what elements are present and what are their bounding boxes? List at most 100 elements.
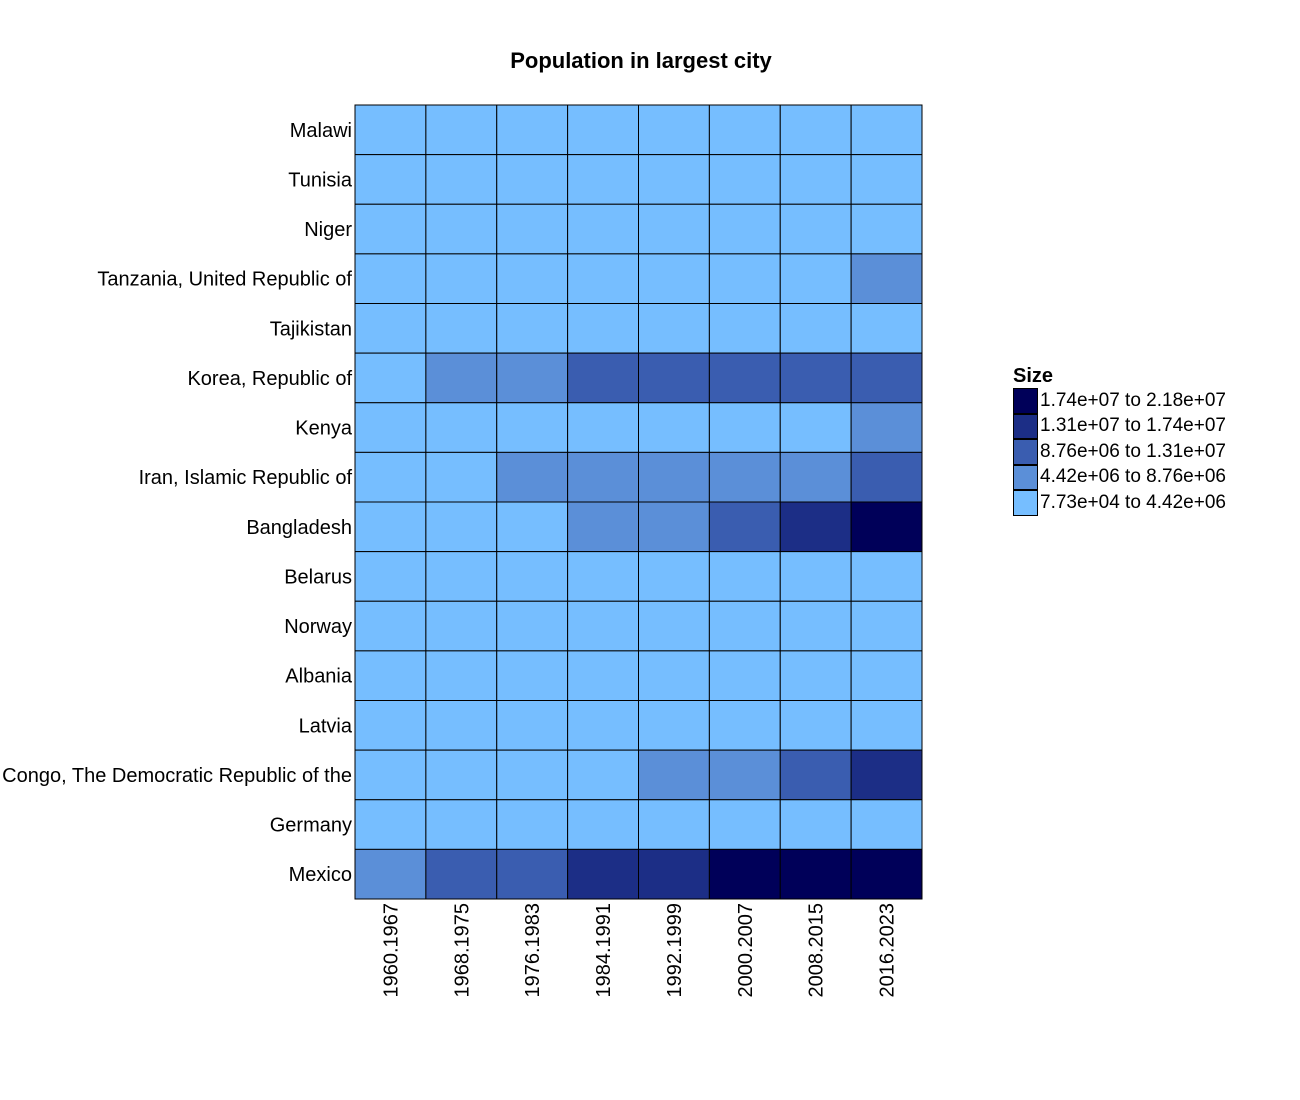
heatmap-cell: [708, 352, 781, 404]
heatmap-cell: [425, 104, 498, 156]
heatmap-cell: [779, 154, 852, 205]
heatmap-cell: [638, 848, 710, 900]
heatmap-cell: [779, 253, 852, 304]
heatmap-cell: [354, 451, 427, 503]
heatmap-cell: [496, 253, 569, 304]
heatmap-cells: [354, 104, 923, 900]
heatmap-cell: [779, 650, 852, 701]
heatmap-cell: [354, 253, 427, 304]
heatmap-cell: [708, 104, 781, 156]
heatmap-cell: [638, 303, 710, 354]
y-tick-label: Mexico: [289, 864, 352, 886]
legend-item: 7.73e+04 to 4.42e+06: [1013, 490, 1226, 516]
legend-label: 4.42e+06 to 8.76e+06: [1040, 466, 1226, 488]
heatmap-cell: [850, 551, 923, 602]
heatmap-cell: [425, 501, 498, 553]
heatmap-cell: [496, 154, 569, 205]
heatmap-cell: [567, 203, 639, 255]
heatmap-cell: [779, 700, 852, 751]
heatmap-cell: [567, 700, 639, 751]
heatmap-cell: [567, 551, 639, 602]
heatmap-cell: [496, 352, 569, 404]
heatmap-cell: [638, 154, 710, 205]
heatmap-cell: [708, 799, 781, 850]
legend-item: 4.42e+06 to 8.76e+06: [1013, 464, 1226, 490]
heatmap-cell: [496, 402, 569, 453]
heatmap-cell: [779, 104, 852, 156]
heatmap-cell: [708, 749, 781, 801]
heatmap-cell: [354, 303, 427, 354]
heatmap-cell: [567, 154, 639, 205]
y-tick-label: Norway: [284, 616, 352, 638]
x-tick-label: 1984.1991: [593, 903, 615, 998]
legend-label: 7.73e+04 to 4.42e+06: [1040, 491, 1226, 513]
heatmap-cell: [425, 700, 498, 751]
heatmap-cell: [496, 303, 569, 354]
legend-swatch: [1013, 490, 1038, 516]
heatmap-cell: [779, 501, 852, 553]
heatmap-cell: [779, 848, 852, 900]
heatmap-cell: [850, 402, 923, 453]
heatmap-cell: [708, 303, 781, 354]
y-tick-label: Malawi: [290, 120, 352, 142]
legend-label: 1.31e+07 to 1.74e+07: [1040, 415, 1226, 437]
heatmap-cell: [354, 203, 427, 255]
heatmap-cell: [354, 402, 427, 453]
y-tick-label: Albania: [285, 666, 353, 688]
heatmap-cell: [354, 749, 427, 801]
legend-items: 1.74e+07 to 2.18e+07 1.31e+07 to 1.74e+07…: [1013, 388, 1226, 516]
heatmap-cell: [638, 700, 710, 751]
heatmap-cell: [567, 451, 639, 503]
heatmap-cell: [425, 551, 498, 602]
heatmap-cell: [425, 749, 498, 801]
heatmap-cell: [850, 203, 923, 255]
heatmap-cell: [779, 600, 852, 652]
heatmap-cell: [425, 352, 498, 404]
heatmap-cell: [638, 600, 710, 652]
heatmap-cell: [425, 650, 498, 701]
heatmap-cell: [354, 799, 427, 850]
heatmap-cell: [708, 501, 781, 553]
x-tick-label: 2000.2007: [735, 903, 757, 998]
y-tick-label: Congo, The Democratic Republic of the: [2, 765, 352, 787]
heatmap-cell: [496, 451, 569, 503]
heatmap-cell: [425, 154, 498, 205]
heatmap-cell: [567, 104, 639, 156]
y-tick-label: Belarus: [284, 566, 352, 588]
heatmap-cell: [850, 799, 923, 850]
heatmap-cell: [638, 551, 710, 602]
legend-swatch: [1013, 413, 1038, 439]
heatmap-cell: [567, 650, 639, 701]
x-tick-label: 1992.1999: [664, 903, 686, 998]
heatmap-cell: [425, 600, 498, 652]
y-tick-label: Iran, Islamic Republic of: [139, 467, 353, 489]
heatmap-cell: [708, 600, 781, 652]
heatmap-cell: [354, 104, 427, 156]
legend: Size 1.74e+07 to 2.18e+07 1.31e+07 to 1.7…: [1013, 364, 1226, 516]
legend-label: 1.74e+07 to 2.18e+07: [1040, 389, 1226, 411]
y-tick-label: Tunisia: [288, 169, 353, 191]
heatmap-cell: [496, 749, 569, 801]
heatmap-cell: [708, 253, 781, 304]
heatmap-cell: [567, 799, 639, 850]
heatmap-cell: [850, 352, 923, 404]
legend-item: 1.74e+07 to 2.18e+07: [1013, 388, 1226, 414]
legend-label: 8.76e+06 to 1.31e+07: [1040, 440, 1226, 462]
heatmap-cell: [496, 799, 569, 850]
heatmap-cell: [638, 203, 710, 255]
heatmap-cell: [567, 402, 639, 453]
heatmap-cell: [638, 402, 710, 453]
heatmap-cell: [354, 352, 427, 404]
legend-item: 8.76e+06 to 1.31e+07: [1013, 439, 1226, 465]
heatmap-cell: [425, 402, 498, 453]
x-tick-label: 1968.1975: [451, 903, 473, 998]
y-tick-label: Kenya: [295, 418, 353, 440]
heatmap-cell: [354, 551, 427, 602]
heatmap-cell: [354, 501, 427, 553]
heatmap-cell: [354, 700, 427, 751]
y-tick-label: Korea, Republic of: [187, 368, 352, 390]
heatmap-cell: [638, 104, 710, 156]
y-tick-label: Latvia: [299, 715, 353, 737]
x-axis-labels: 1960.1967 1968.1975 1976.1983 1984.1991 1992…: [380, 903, 898, 998]
